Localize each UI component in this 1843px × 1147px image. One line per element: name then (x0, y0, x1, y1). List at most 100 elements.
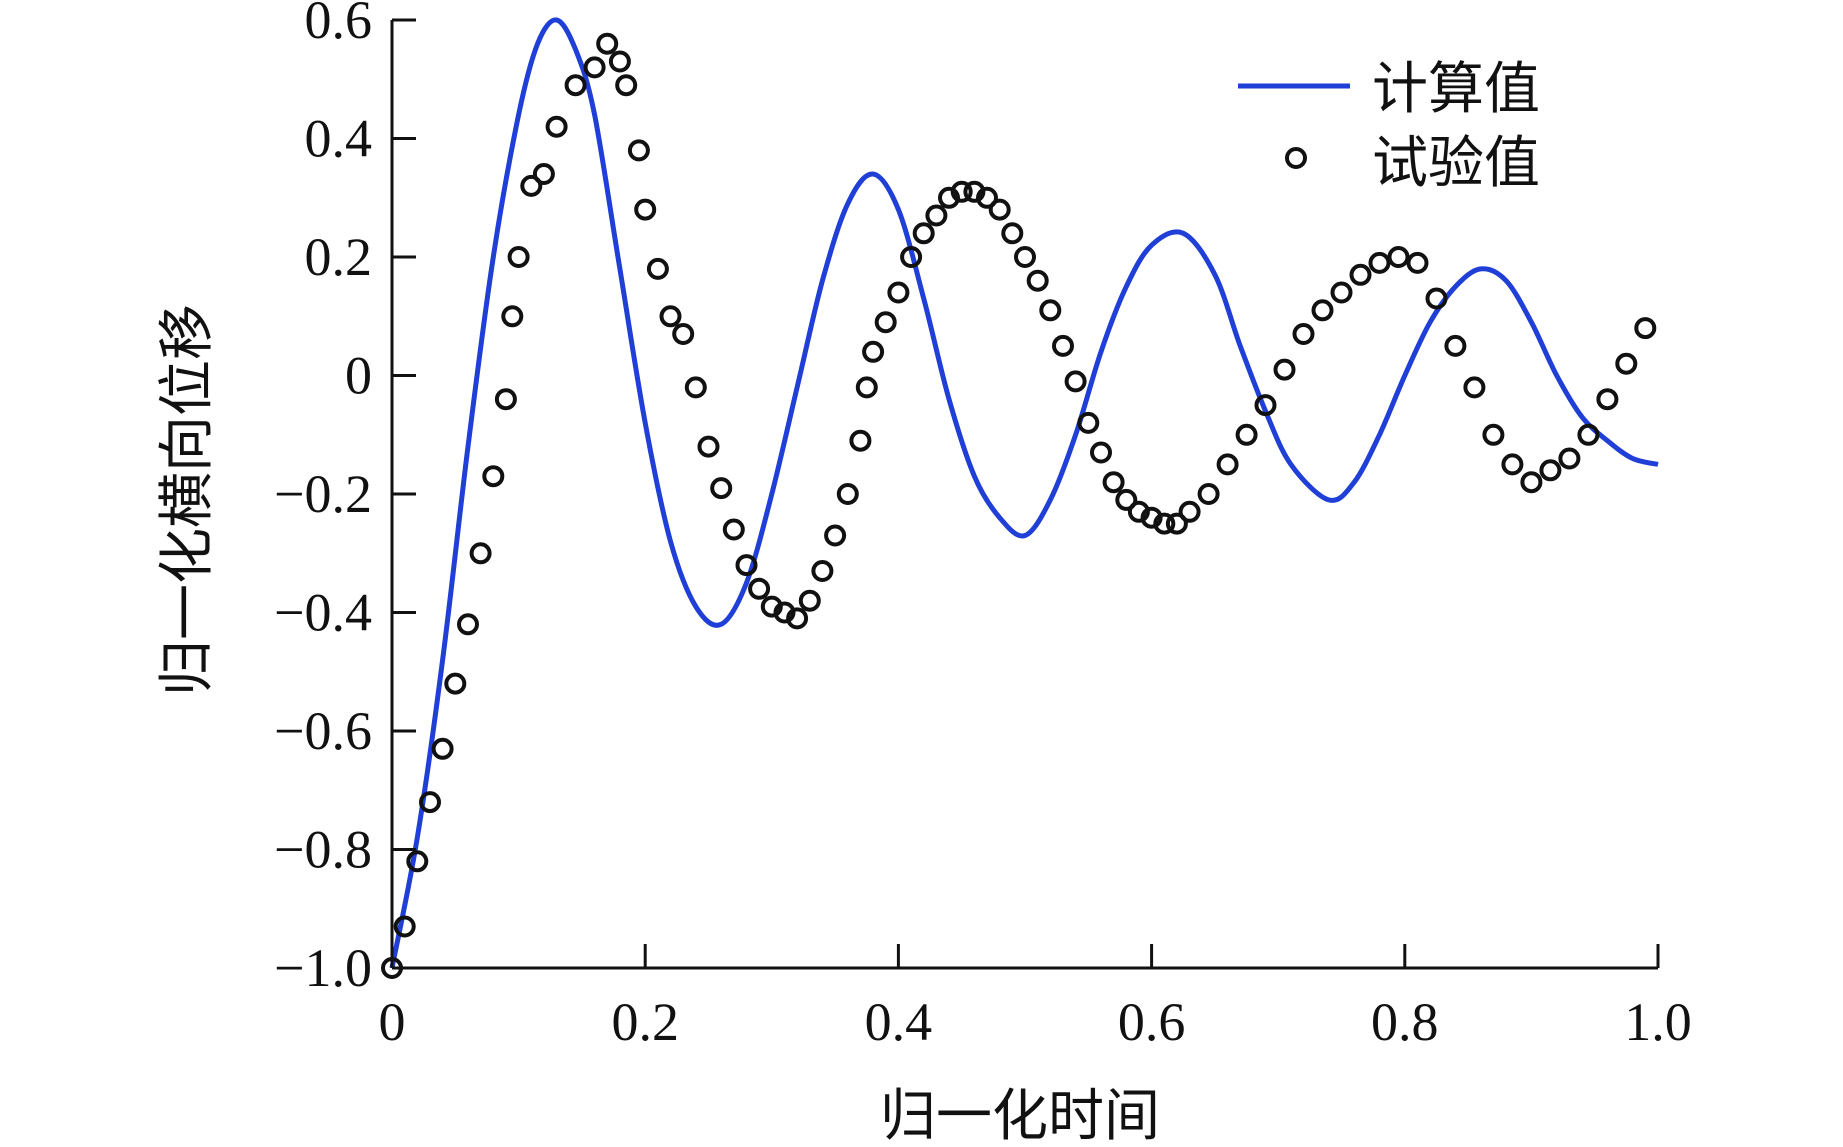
scatter-point (1292, 323, 1315, 345)
scatter-point (1090, 441, 1112, 464)
scatter-point (862, 340, 885, 363)
scatter-point (849, 429, 872, 452)
scatter-point (1444, 334, 1467, 357)
scatter-point (950, 180, 973, 203)
x-tick-label: 0 (379, 992, 406, 1052)
scatter-point (1026, 269, 1049, 292)
scatter-point (925, 204, 948, 227)
scatter-point (1052, 334, 1074, 357)
legend: 计算值 试验值 (1238, 57, 1540, 196)
y-tick-label: −0.2 (274, 464, 372, 524)
scatter-point (615, 74, 638, 97)
scatter-point (1596, 388, 1619, 411)
scatter-point (824, 524, 847, 547)
y-tick-label: 0.4 (305, 109, 373, 169)
scatter-point (748, 577, 771, 600)
scatter-point (1349, 263, 1372, 286)
scatter-point (963, 180, 986, 203)
plot-area (381, 17, 1659, 979)
scatter-point (1368, 251, 1391, 274)
scatter-point (431, 737, 454, 760)
scatter-point (1102, 471, 1125, 494)
scatter-point (1425, 287, 1448, 310)
y-tick-label: 0.2 (305, 227, 373, 287)
scatter-point (710, 477, 733, 500)
scatter-point (532, 163, 555, 185)
y-tick-label: −0.8 (274, 820, 372, 880)
scatter-point (900, 246, 923, 268)
scatter-point (564, 74, 587, 97)
legend-label-computed: 计算值 (1372, 57, 1540, 122)
scatter-point (1615, 352, 1638, 375)
x-tick-label: 0.6 (1118, 992, 1186, 1052)
scatter-point (507, 246, 530, 268)
scatter-point (1254, 394, 1277, 417)
scatter-point (836, 483, 859, 505)
axes: −1.0 −0.8 −0.6 −0.4 −0.2 0 0.2 0.4 0.6 0 0.2 0.4 0.… (274, 0, 1692, 1052)
scatter-point (1311, 299, 1334, 322)
series-line-computed (389, 17, 1659, 969)
scatter-point (482, 465, 505, 488)
scatter-point (1482, 423, 1505, 446)
scatter-point (1634, 317, 1657, 340)
scatter-point (1387, 246, 1410, 268)
scatter-point (1577, 423, 1600, 446)
scatter-point (1330, 281, 1353, 304)
scatter-point (1235, 423, 1258, 446)
scatter-point (627, 139, 650, 162)
scatter-point (1014, 246, 1036, 268)
scatter-point (684, 376, 707, 399)
scatter-point (393, 915, 416, 938)
scatter-point (419, 791, 441, 814)
scatter-point (874, 311, 897, 334)
scatter-point (912, 222, 935, 245)
scatter-point (672, 323, 695, 345)
x-axis-title: 归一化时间 (880, 1084, 1160, 1147)
scatter-point (406, 850, 429, 873)
scatter-point (1539, 459, 1562, 482)
y-tick-label: −0.4 (274, 583, 372, 643)
scatter-point (520, 174, 543, 197)
scatter-point (887, 281, 910, 304)
y-tick-label: 0 (345, 346, 372, 406)
scatter-point (811, 560, 834, 582)
scatter-point (1501, 453, 1524, 476)
scatter-point (634, 198, 657, 221)
scatter-point (596, 32, 619, 55)
scatter-point (444, 672, 467, 695)
y-tick-label: 0.6 (305, 0, 373, 50)
scatter-point (1064, 370, 1087, 393)
y-ticks: −1.0 −0.8 −0.6 −0.4 −0.2 0 0.2 0.4 0.6 (274, 0, 416, 998)
scatter-point (1115, 488, 1138, 511)
scatter-point (1558, 447, 1581, 470)
scatter-point (1001, 222, 1024, 245)
x-tick-label: 0.4 (865, 992, 933, 1052)
scatter-point (735, 554, 758, 577)
scatter-point (1127, 500, 1150, 523)
scatter-point (1153, 512, 1176, 535)
scatter-point (1077, 411, 1100, 434)
scatter-point (786, 607, 809, 630)
scatter-point (583, 56, 606, 79)
legend-label-experimental: 试验值 (1372, 131, 1540, 196)
scatter-point (659, 305, 682, 328)
scatter-point (988, 198, 1011, 221)
scatter-point (1165, 512, 1188, 535)
scatter-point (722, 518, 745, 541)
scatter-point (501, 305, 524, 328)
scatter-point (1140, 506, 1163, 529)
scatter-point (1520, 471, 1543, 494)
scatter-point (545, 115, 568, 138)
scatter-point (697, 435, 720, 458)
legend-marker-swatch (1285, 147, 1307, 169)
x-ticks: 0 0.2 0.4 0.6 0.8 1.0 (379, 944, 1692, 1052)
scatter-point (773, 601, 796, 624)
scatter-point (1216, 453, 1239, 476)
scatter-point (1463, 376, 1486, 399)
scatter-point (469, 542, 492, 565)
scatter-point (1197, 483, 1220, 505)
scatter-point (798, 589, 821, 612)
scatter-point (1273, 358, 1296, 381)
y-tick-label: −0.6 (274, 701, 372, 761)
